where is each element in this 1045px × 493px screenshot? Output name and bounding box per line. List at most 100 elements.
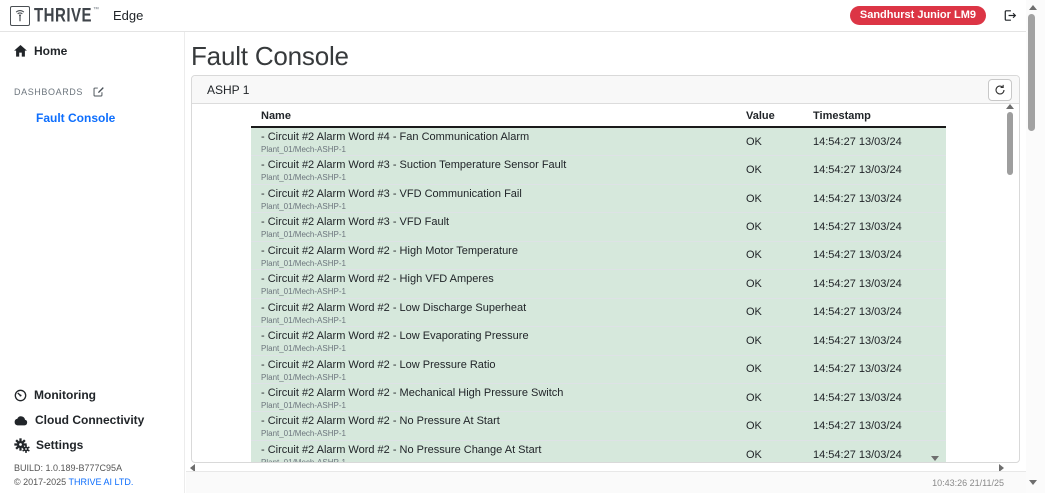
edit-dashboards-icon[interactable] [93, 86, 104, 97]
user-badge[interactable]: Sandhurst Junior LM9 [849, 6, 986, 25]
status-time: 10:43:26 21/11/25 [932, 477, 1004, 488]
page-scrollbar[interactable] [1026, 0, 1045, 493]
column-header-name: Name [261, 110, 291, 122]
fault-value: OK [746, 249, 762, 262]
fault-name: - Circuit #2 Alarm Word #2 - Mechanical … [261, 386, 564, 399]
sidebar-item-monitoring[interactable]: Monitoring [14, 388, 174, 402]
fault-path: Plant_01/Mech-ASHP-1 [261, 145, 346, 154]
fault-value: OK [746, 448, 762, 461]
table-row: - Circuit #2 Alarm Word #3 - VFD Communi… [251, 184, 946, 214]
fault-name: - Circuit #2 Alarm Word #3 - VFD Communi… [261, 187, 522, 200]
refresh-button[interactable] [988, 79, 1012, 101]
sidebar: Home DASHBOARDS Fault Console Monitoring [0, 32, 185, 493]
fault-value: OK [746, 391, 762, 404]
fault-path: Plant_01/Mech-ASHP-1 [261, 344, 346, 354]
fault-path: Plant_01/Mech-ASHP-1 [261, 287, 346, 297]
brand-logo[interactable]: THRIVE™ Edge [10, 4, 144, 26]
fault-path: Plant_01/Mech-ASHP-1 [261, 400, 346, 410]
sidebar-item-label: Monitoring [34, 388, 96, 402]
fault-timestamp: 14:54:27 13/03/24 [813, 363, 902, 376]
dashboards-section-label: DASHBOARDS [14, 86, 84, 97]
fault-name: - Circuit #2 Alarm Word #2 - No Pressure… [261, 443, 542, 456]
fault-name: - Circuit #2 Alarm Word #2 - Low Pressur… [261, 358, 496, 371]
fault-name: - Circuit #2 Alarm Word #4 - Fan Communi… [261, 131, 530, 143]
table-row: - Circuit #2 Alarm Word #2 - No Pressure… [251, 440, 946, 462]
brand-name: THRIVE [34, 4, 93, 26]
fault-name: - Circuit #2 Alarm Word #2 - Low Dischar… [261, 301, 527, 314]
fault-table: Name Value Timestamp - Circuit #2 Alarm … [251, 106, 946, 462]
fault-value: OK [746, 363, 762, 376]
home-icon [14, 45, 27, 57]
product-name: Edge [113, 8, 144, 23]
hscroll-left-icon[interactable] [190, 464, 195, 472]
fault-value: OK [746, 192, 762, 205]
table-row: - Circuit #2 Alarm Word #2 - High VFD Am… [251, 270, 946, 299]
fault-path: Plant_01/Mech-ASHP-1 [261, 258, 346, 268]
table-scroll-down-icon[interactable] [931, 456, 939, 461]
sidebar-item-settings[interactable]: Settings [14, 438, 174, 453]
table-row: - Circuit #2 Alarm Word #2 - Low Evapora… [251, 327, 946, 356]
company-link[interactable]: THRIVE AI LTD. [68, 477, 134, 487]
page-scrollbar-thumb[interactable] [1028, 14, 1035, 131]
gears-icon [14, 438, 30, 453]
fault-name: - Circuit #2 Alarm Word #2 - Low Evapora… [261, 330, 529, 343]
fault-path: Plant_01/Mech-ASHP-1 [261, 173, 346, 183]
inner-scrollbar-thumb[interactable] [1007, 112, 1013, 175]
fault-value: OK [746, 420, 762, 433]
table-row: - Circuit #2 Alarm Word #2 - No Pressure… [251, 412, 946, 441]
fault-timestamp: 14:54:27 13/03/24 [813, 164, 902, 177]
table-body: - Circuit #2 Alarm Word #4 - Fan Communi… [251, 128, 946, 462]
sidebar-item-label: Cloud Connectivity [35, 413, 145, 427]
fault-value: OK [746, 221, 762, 234]
table-row: - Circuit #2 Alarm Word #2 - High Motor … [251, 241, 946, 271]
sidebar-item-cloud-connectivity[interactable]: Cloud Connectivity [14, 413, 174, 427]
status-bar: 10:43:26 21/11/25 [186, 471, 1026, 493]
fault-path: Plant_01/Mech-ASHP-1 [261, 372, 346, 382]
table-header-row: Name Value Timestamp [251, 106, 946, 128]
column-header-value: Value [746, 110, 775, 122]
build-version: BUILD: 1.0.189-B777C95A [14, 463, 123, 473]
fault-timestamp: 14:54:27 13/03/24 [813, 135, 902, 148]
sidebar-item-label: Settings [36, 438, 84, 452]
fault-timestamp: 14:54:27 13/03/24 [813, 334, 902, 347]
sidebar-item-label: Home [34, 44, 68, 58]
fault-value: OK [746, 164, 762, 177]
page-scroll-down-icon[interactable] [1029, 480, 1037, 485]
top-navbar: THRIVE™ Edge Sandhurst Junior LM9 [0, 0, 1045, 32]
table-row: - Circuit #2 Alarm Word #2 - Mechanical … [251, 383, 946, 413]
inner-scroll-up-icon[interactable] [1006, 104, 1014, 109]
fault-name: - Circuit #2 Alarm Word #2 - High VFD Am… [261, 273, 494, 286]
fault-value: OK [746, 135, 762, 148]
table-row: - Circuit #2 Alarm Word #2 - Low Dischar… [251, 298, 946, 328]
page-title: Fault Console [191, 41, 349, 71]
fault-path: Plant_01/Mech-ASHP-1 [261, 230, 346, 240]
fault-timestamp: 14:54:27 13/03/24 [813, 277, 902, 290]
fault-path: Plant_01/Mech-ASHP-1 [261, 458, 736, 462]
panel-title: ASHP 1 [207, 82, 250, 97]
sidebar-item-home[interactable]: Home [14, 44, 172, 58]
hscroll-right-icon[interactable] [999, 464, 1004, 472]
cloud-icon [14, 415, 28, 426]
fault-timestamp: 14:54:27 13/03/24 [813, 249, 902, 262]
fault-value: OK [746, 306, 762, 319]
logout-icon[interactable] [1002, 8, 1017, 23]
panel-header: ASHP 1 [192, 76, 1019, 104]
speedometer-icon [14, 389, 27, 402]
main-content: Fault Console ASHP 1 Name Value Timestam… [186, 32, 1026, 493]
fault-timestamp: 14:54:27 13/03/24 [813, 306, 902, 319]
fault-name: - Circuit #2 Alarm Word #3 - Suction Tem… [261, 159, 567, 172]
fault-timestamp: 14:54:27 13/03/24 [813, 192, 902, 205]
fault-path: Plant_01/Mech-ASHP-1 [261, 315, 346, 325]
fault-value: OK [746, 277, 762, 290]
table-row: - Circuit #2 Alarm Word #2 - Low Pressur… [251, 355, 946, 384]
page-scroll-up-icon[interactable] [1029, 5, 1037, 10]
fault-name: - Circuit #2 Alarm Word #2 - No Pressure… [261, 415, 500, 428]
fault-name: - Circuit #2 Alarm Word #2 - High Motor … [261, 244, 518, 257]
fault-name: - Circuit #2 Alarm Word #3 - VFD Fault [261, 216, 450, 229]
copyright: © 2017-2025 THRIVE AI LTD. [14, 477, 134, 487]
fault-panel: ASHP 1 Name Value Timestamp [191, 75, 1020, 463]
antenna-icon [10, 5, 30, 26]
sidebar-item-fault-console[interactable]: Fault Console [36, 111, 116, 125]
fault-timestamp: 14:54:27 13/03/24 [813, 221, 902, 234]
table-row: - Circuit #2 Alarm Word #3 - Suction Tem… [251, 156, 946, 185]
